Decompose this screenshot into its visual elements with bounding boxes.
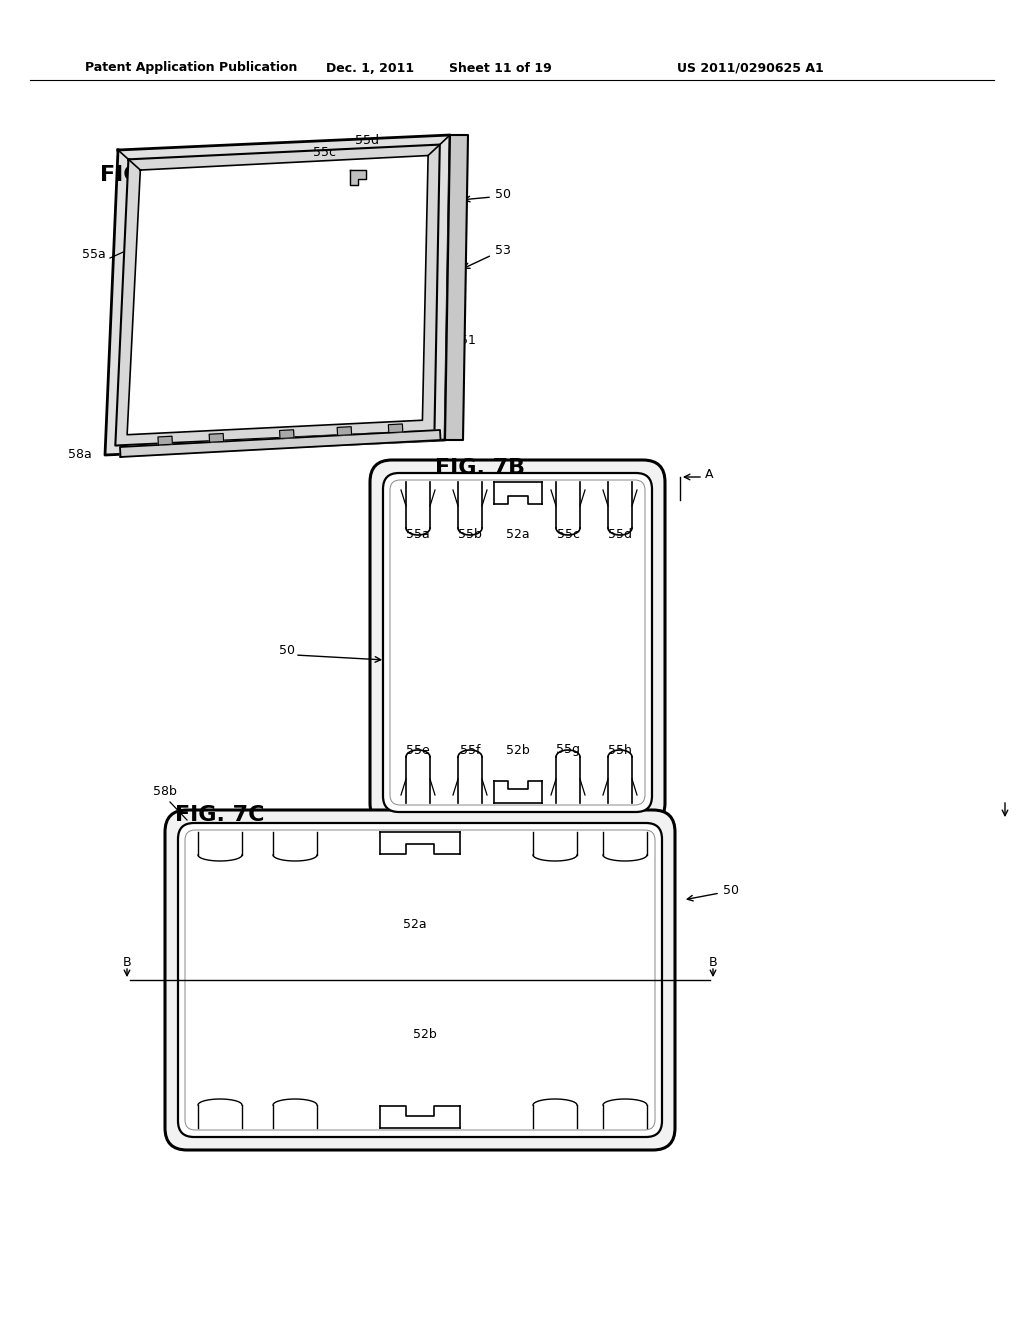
Polygon shape (494, 482, 542, 504)
Polygon shape (337, 426, 351, 436)
Text: 55d: 55d (355, 133, 379, 147)
Text: 55c: 55c (556, 528, 580, 541)
Polygon shape (127, 156, 428, 434)
Polygon shape (350, 170, 366, 185)
Text: Patent Application Publication: Patent Application Publication (85, 62, 297, 74)
Text: FIG. 7B: FIG. 7B (435, 458, 525, 478)
Polygon shape (209, 433, 223, 442)
Text: 52b: 52b (506, 743, 529, 756)
Text: Sheet 11 of 19: Sheet 11 of 19 (449, 62, 551, 74)
Text: 58b: 58b (153, 785, 177, 799)
Text: 50: 50 (279, 644, 295, 656)
Text: 52a: 52a (506, 528, 529, 541)
Text: 55a: 55a (407, 528, 430, 541)
Text: 55g: 55g (556, 743, 580, 756)
Text: US 2011/0290625 A1: US 2011/0290625 A1 (677, 62, 823, 74)
Text: 52b: 52b (413, 1028, 437, 1041)
Text: 50: 50 (495, 189, 511, 202)
Text: 55d: 55d (608, 528, 632, 541)
Text: 55h: 55h (608, 743, 632, 756)
Text: B: B (709, 956, 718, 969)
Text: 55b: 55b (458, 528, 482, 541)
Text: 55e: 55e (407, 743, 430, 756)
Text: B: B (123, 956, 131, 969)
FancyBboxPatch shape (178, 822, 662, 1137)
Polygon shape (116, 145, 439, 446)
Text: 55f: 55f (185, 399, 206, 412)
Text: 55h: 55h (400, 354, 424, 367)
Text: Dec. 1, 2011: Dec. 1, 2011 (326, 62, 414, 74)
Polygon shape (105, 135, 450, 455)
Polygon shape (120, 430, 440, 457)
Text: FIG. 7C: FIG. 7C (175, 805, 264, 825)
Text: 55g: 55g (270, 379, 294, 392)
Text: 55a: 55a (82, 248, 105, 261)
Text: 55e: 55e (142, 408, 166, 421)
FancyBboxPatch shape (383, 473, 652, 812)
FancyBboxPatch shape (370, 459, 665, 825)
Text: A: A (705, 469, 714, 482)
Polygon shape (445, 135, 468, 440)
Text: 52a: 52a (403, 919, 427, 932)
Polygon shape (158, 436, 172, 445)
FancyBboxPatch shape (165, 810, 675, 1150)
Text: 52b: 52b (248, 312, 271, 325)
Text: 58a: 58a (68, 449, 92, 462)
Polygon shape (280, 430, 294, 438)
Text: 51: 51 (460, 334, 476, 346)
Text: 53: 53 (495, 243, 511, 256)
Text: 55f: 55f (460, 743, 480, 756)
Text: 52a: 52a (292, 211, 315, 224)
Text: 50: 50 (723, 883, 739, 896)
Polygon shape (388, 424, 402, 433)
Text: 55c: 55c (313, 145, 336, 158)
Polygon shape (494, 781, 542, 803)
Text: FIG. 7A: FIG. 7A (100, 165, 190, 185)
Text: 55b: 55b (237, 187, 261, 201)
